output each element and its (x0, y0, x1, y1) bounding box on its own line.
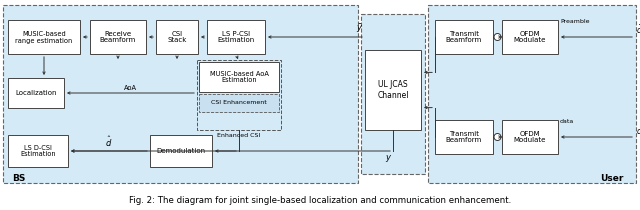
Text: OFDM
Modulate: OFDM Modulate (514, 130, 546, 143)
Text: Demodulation: Demodulation (156, 148, 205, 154)
Bar (90, 20, 146, 54)
Text: LS D-CSI
Estimation: LS D-CSI Estimation (20, 144, 56, 158)
Bar (8, 20, 80, 54)
Bar (428, 5, 636, 183)
Text: CSI
Stack: CSI Stack (167, 30, 187, 43)
Bar (207, 20, 265, 54)
Bar (150, 135, 212, 167)
Bar (435, 20, 493, 54)
Text: User: User (600, 174, 623, 183)
Text: AoA: AoA (124, 85, 137, 91)
Bar (502, 20, 558, 54)
Text: OFDM
Modulate: OFDM Modulate (514, 30, 546, 43)
Text: Transmit
Beamform: Transmit Beamform (446, 130, 482, 143)
Text: Receive
Beamform: Receive Beamform (100, 30, 136, 43)
Bar (435, 120, 493, 154)
Text: $\bar{d}$: $\bar{d}$ (636, 23, 640, 36)
Text: Preamble: Preamble (560, 19, 589, 24)
Text: data: data (560, 119, 574, 124)
Bar (197, 60, 281, 130)
Text: Fig. 2: The diagram for joint single-based localization and communication enhanc: Fig. 2: The diagram for joint single-bas… (129, 196, 511, 205)
Text: y: y (385, 153, 390, 162)
Text: $\bar{y}$: $\bar{y}$ (356, 22, 363, 35)
Circle shape (494, 134, 501, 140)
Bar (502, 120, 558, 154)
Text: MUSIC-based AoA
Estimation: MUSIC-based AoA Estimation (209, 71, 268, 84)
Text: LS P-CSI
Estimation: LS P-CSI Estimation (218, 30, 255, 43)
Text: UL JCAS
Channel: UL JCAS Channel (377, 80, 409, 100)
Bar (199, 94, 279, 112)
Text: $d$: $d$ (636, 125, 640, 136)
Text: Enhanced CSI: Enhanced CSI (218, 133, 260, 138)
Text: $\hat{d}$: $\hat{d}$ (106, 134, 113, 149)
Bar (361, 14, 425, 174)
Bar (8, 78, 64, 108)
Bar (8, 135, 68, 167)
Bar (3, 5, 358, 183)
Circle shape (494, 34, 501, 41)
Bar (199, 62, 279, 92)
Text: CSI Enhancement: CSI Enhancement (211, 101, 267, 105)
Text: Localization: Localization (15, 90, 57, 96)
Bar (365, 50, 421, 130)
Text: Transmit
Beamform: Transmit Beamform (446, 30, 482, 43)
Bar (156, 20, 198, 54)
Text: MUSIC-based
range estimation: MUSIC-based range estimation (15, 30, 72, 43)
Text: BS: BS (12, 174, 26, 183)
